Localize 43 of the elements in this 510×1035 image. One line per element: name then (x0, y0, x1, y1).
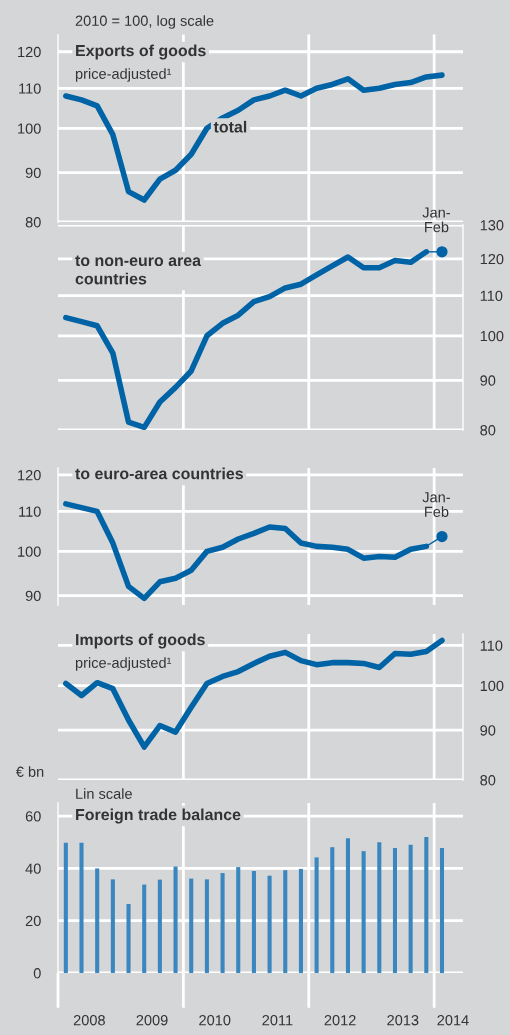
y2-tick-label: 100 (480, 330, 504, 342)
x-tick-label: 2011 (262, 1015, 293, 1026)
y2-tick-label: 110 (480, 640, 503, 651)
chart-subtitle: Lin scale (76, 788, 132, 799)
annotation: total (213, 120, 247, 133)
text: price-adjusted¹ (75, 68, 172, 82)
y-tick-label: 100 (18, 123, 41, 134)
chart-title: Imports of goods (76, 633, 205, 649)
y2-tick-label: 80 (480, 775, 496, 786)
chart-title: to euro-area countries (75, 467, 243, 480)
y2-tick-label: 120 (480, 253, 504, 265)
y2-tick-label: 110 (480, 290, 503, 301)
text: price-adjusted¹ (75, 657, 172, 671)
y2-tick-label: 90 (480, 725, 496, 736)
y2-tick-label: 90 (480, 375, 496, 386)
x-tick-label: 2012 (324, 1015, 356, 1026)
chart-title: Foreign trade balance (76, 808, 241, 824)
y-tick-label: 90 (25, 590, 41, 601)
text: Exports of goods (76, 44, 206, 60)
y-tick-label: 120 (18, 470, 41, 481)
y-tick-label: 90 (25, 167, 41, 178)
y2-tick-label: 100 (480, 680, 504, 692)
y-tick-label: 120 (18, 46, 41, 58)
y-tick-label: 40 (25, 863, 41, 874)
y2-tick-label: 130 (480, 220, 504, 231)
y-tick-label: 100 (18, 546, 41, 557)
y-tick-label: 0 (33, 968, 41, 979)
y2-tick-label: 80 (480, 425, 496, 436)
y-tick-label: 80 (25, 217, 41, 228)
x-tick-label: 2013 (387, 1015, 419, 1026)
annotation: Jan- Feb (422, 492, 450, 518)
y-tick-label: 110 (19, 506, 41, 517)
y-tick-label: 20 (25, 915, 41, 927)
annotation: Jan- Feb (422, 207, 450, 233)
text: to non-euro area countries (75, 255, 202, 285)
y-tick-label: 60 (25, 811, 41, 822)
x-tick-label: 2014 (437, 1015, 469, 1026)
x-tick-label: 2008 (73, 1015, 105, 1026)
y-axis-title: € bn (15, 766, 44, 777)
x-tick-label: 2009 (136, 1015, 168, 1026)
x-tick-label: 2010 (199, 1015, 231, 1026)
text: 2010 = 100, log scale (75, 15, 214, 29)
y-tick-label: 110 (19, 83, 41, 94)
